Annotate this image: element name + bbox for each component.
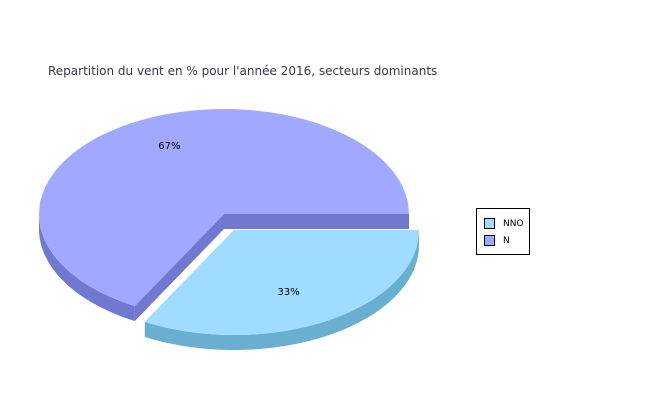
- legend-item-n: N: [484, 235, 510, 246]
- legend-label: N: [503, 235, 510, 246]
- data-label-n: 67%: [158, 141, 180, 152]
- chart-title: Repartition du vent en % pour l'année 20…: [48, 64, 438, 78]
- slice-side-nno: [144, 230, 419, 350]
- data-label-nno: 33%: [278, 287, 300, 298]
- slice-nno: [144, 230, 419, 335]
- legend-item-nno: NNO: [484, 218, 524, 229]
- legend-label: NNO: [503, 218, 524, 229]
- slice-n: [39, 109, 409, 306]
- legend-swatch: [484, 235, 495, 246]
- legend-swatch: [484, 218, 495, 229]
- legend: NNO N: [476, 208, 530, 255]
- slice-side-n: [39, 214, 135, 321]
- slice-cut-face: [134, 214, 224, 322]
- slice-cut-face: [224, 214, 409, 229]
